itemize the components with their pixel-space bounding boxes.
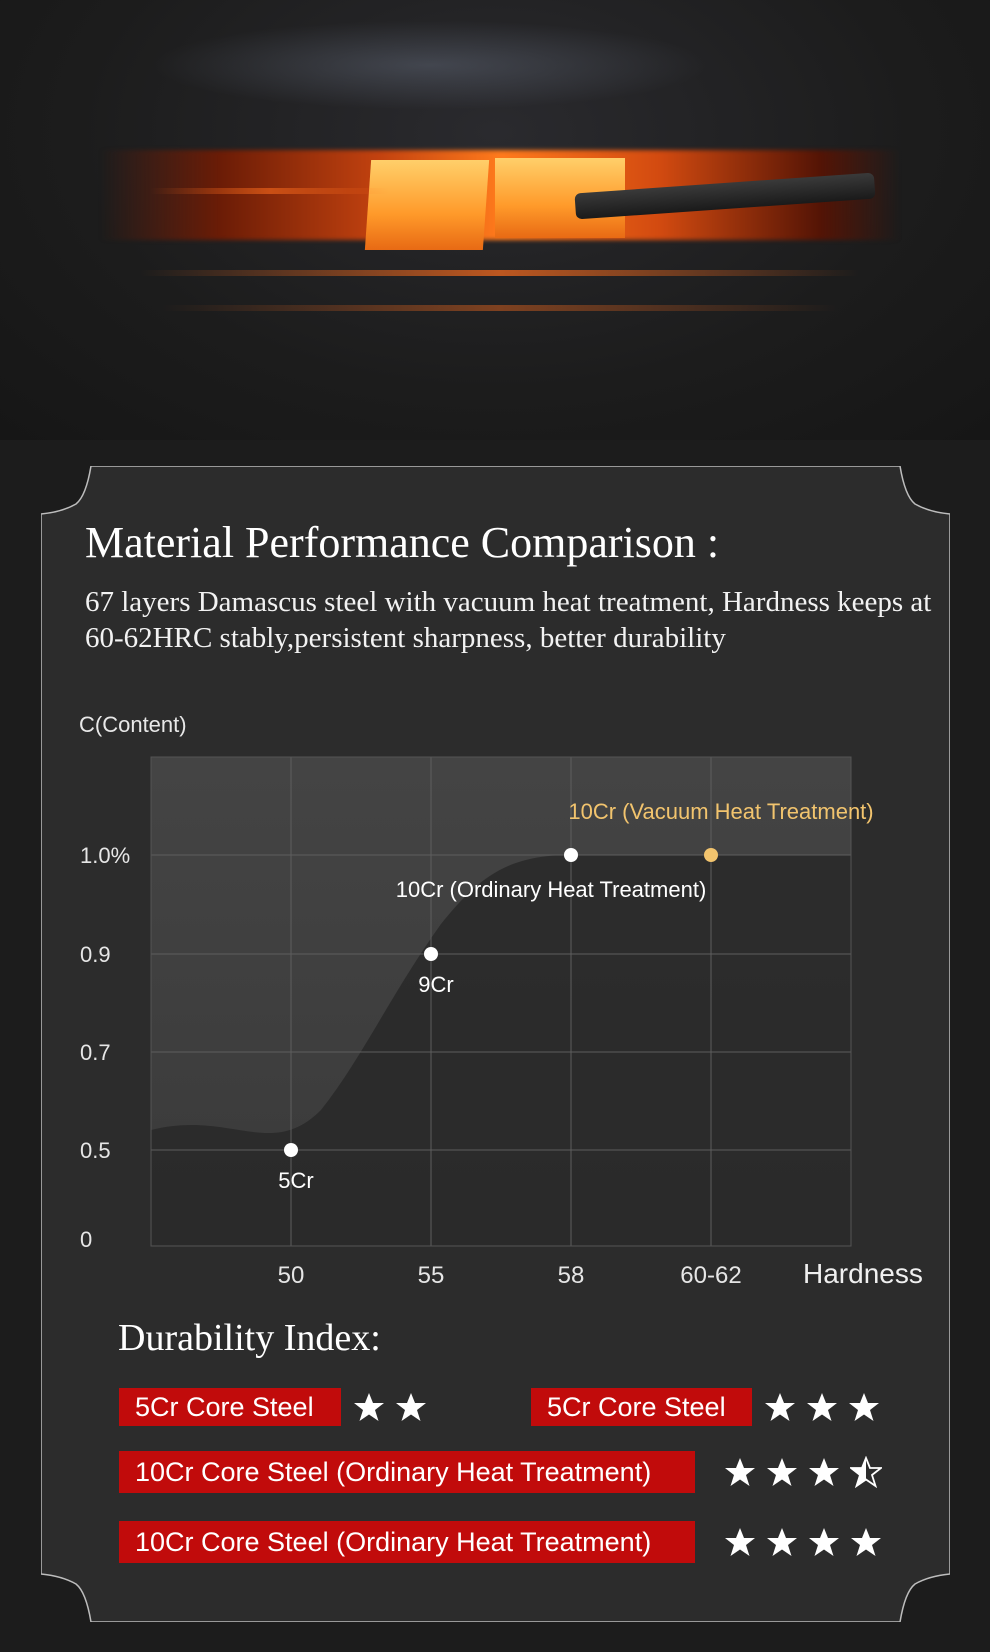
- y-axis-title: C(Content): [79, 712, 187, 737]
- star-icon: [765, 1393, 795, 1421]
- data-label: 10Cr (Ordinary Heat Treatment): [396, 877, 707, 902]
- star-icon: [849, 1393, 879, 1421]
- y-tick-label: 0.9: [80, 942, 111, 967]
- y-tick-label: 0.5: [80, 1138, 111, 1163]
- x-tick-label: 55: [418, 1262, 445, 1289]
- star-icon: [396, 1393, 426, 1421]
- forging-hero-image: [0, 0, 990, 440]
- data-point: [284, 1143, 298, 1157]
- star-icon: [767, 1458, 797, 1486]
- y-tick-label: 0.7: [80, 1040, 111, 1065]
- trend-area: [151, 855, 851, 1246]
- x-tick-label: 58: [558, 1262, 585, 1289]
- card-subtitle: 67 layers Damascus steel with vacuum hea…: [85, 586, 932, 654]
- durability-tag-3: 10Cr Core Steel (Ordinary Heat Treatment…: [119, 1521, 695, 1563]
- star-icon: [354, 1393, 384, 1421]
- durability-title: Durability Index:: [118, 1317, 381, 1359]
- star-icon: [725, 1458, 755, 1486]
- durability-stars-0: [353, 1388, 427, 1426]
- durability-stars-2: [724, 1453, 882, 1491]
- durability-stars-1: [764, 1388, 880, 1426]
- star-icon: [725, 1528, 755, 1556]
- data-point: [704, 848, 718, 862]
- star-icon: [809, 1458, 839, 1486]
- plot-border: [150, 756, 852, 1247]
- data-point: [424, 947, 438, 961]
- star-icon: [809, 1528, 839, 1556]
- data-point: [564, 848, 578, 862]
- y-tick-label: 0: [80, 1227, 92, 1252]
- star-icon: [851, 1528, 881, 1556]
- star-icon: [807, 1393, 837, 1421]
- durability-tag-1: 5Cr Core Steel: [531, 1388, 752, 1426]
- y-tick-label: 1.0%: [80, 843, 130, 868]
- durability-stars-3: [724, 1523, 882, 1561]
- data-label: 9Cr: [418, 972, 453, 997]
- durability-tag-0: 5Cr Core Steel: [119, 1388, 341, 1426]
- star-icon: [767, 1528, 797, 1556]
- x-axis-title: Hardness: [803, 1258, 923, 1289]
- half-star-icon: [850, 1456, 882, 1488]
- data-label: 5Cr: [278, 1168, 313, 1193]
- card-title: Material Performance Comparison :: [85, 518, 720, 567]
- durability-tag-2: 10Cr Core Steel (Ordinary Heat Treatment…: [119, 1451, 695, 1493]
- x-tick-label: 60-62: [680, 1262, 741, 1289]
- data-label: 10Cr (Vacuum Heat Treatment): [568, 799, 873, 824]
- x-tick-label: 50: [278, 1262, 305, 1289]
- hardness-carbon-chart: 0 0.5 0.7 0.9 1.0% 50 55 58 60-62 5Cr 9Cr 10Cr (Ord…: [80, 756, 874, 1289]
